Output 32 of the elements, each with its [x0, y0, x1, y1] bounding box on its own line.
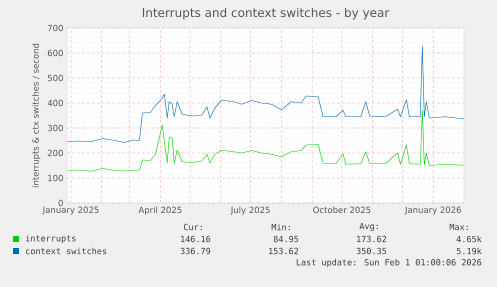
text: 5.19k	[456, 248, 482, 254]
text: 84.95	[274, 236, 298, 242]
text: 153.62	[269, 248, 298, 254]
y-axis-title: interrupts & ctx switches / second	[32, 44, 40, 188]
text: Cur:	[184, 224, 202, 230]
text: Max:	[450, 224, 468, 230]
line-series	[67, 46, 464, 143]
text: 4.65k	[456, 236, 482, 242]
x-tick-label: January 2025	[42, 206, 98, 215]
x-tick-label: January 2026	[404, 206, 461, 215]
x-tick-label: October 2025	[313, 206, 370, 214]
y-tick-label: 0	[58, 200, 63, 206]
y-tick-label: 500	[48, 74, 63, 82]
text: 336.79	[180, 248, 210, 254]
line-series	[67, 110, 464, 172]
text: 146.16	[181, 236, 210, 242]
legend-label: interrupts	[26, 234, 76, 244]
chart-title: Interrupts and context switches - by year	[142, 8, 390, 20]
y-tick-label: 600	[48, 50, 63, 56]
x-tick-label: April 2025	[138, 206, 182, 215]
text: Avg:	[359, 222, 378, 232]
y-tick-label: 300	[48, 124, 63, 132]
y-tick-label: 700	[48, 24, 63, 32]
x-tick-label: July 2025	[230, 206, 270, 215]
y-tick-label: 400	[48, 100, 63, 106]
legend-label: context switches	[26, 248, 106, 254]
y-tick-label: 100	[48, 174, 63, 182]
text: 350.35	[356, 248, 386, 254]
text: Min:	[272, 224, 290, 230]
y-tick-label: 200	[48, 150, 63, 156]
text: 173.62	[357, 236, 386, 242]
text: Last update: Sun Feb 1 01:00:06 2026	[296, 258, 482, 268]
